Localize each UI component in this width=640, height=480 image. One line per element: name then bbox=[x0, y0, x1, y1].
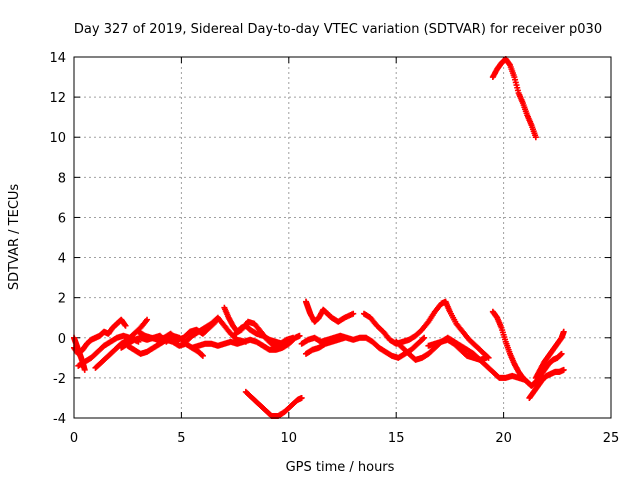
x-tick-label: 20 bbox=[495, 431, 512, 446]
y-tick-label: 8 bbox=[58, 171, 66, 186]
x-tick-label: 0 bbox=[70, 431, 78, 446]
data-point bbox=[212, 318, 219, 325]
data-point bbox=[560, 328, 567, 335]
x-axis-label: GPS time / hours bbox=[286, 460, 395, 475]
data-point bbox=[122, 322, 129, 329]
plot-frame bbox=[73, 56, 612, 419]
x-tick-label: 15 bbox=[388, 431, 405, 446]
data-point bbox=[199, 352, 206, 359]
y-tick-label: 6 bbox=[58, 211, 66, 226]
series-arc-02 bbox=[75, 332, 142, 369]
axis-ticks: 0 5 10 15 20 25 -4 -2 0 2 4 6 8 10 12 14 bbox=[49, 51, 619, 446]
data-point bbox=[144, 316, 151, 323]
series-arc-19 bbox=[526, 366, 567, 401]
y-tick-label: 4 bbox=[58, 252, 66, 267]
y-tick-label: 12 bbox=[49, 91, 66, 106]
data-point bbox=[420, 335, 427, 342]
y-tick-label: 10 bbox=[49, 131, 66, 146]
series-arc-11 bbox=[242, 388, 305, 419]
x-tick-label: 25 bbox=[603, 431, 620, 446]
chart-title: Day 327 of 2019, Sidereal Day-to-day VTE… bbox=[74, 22, 602, 37]
series-arc-10 bbox=[232, 318, 297, 349]
x-tick-label: 5 bbox=[177, 431, 185, 446]
data-point bbox=[290, 334, 297, 341]
data-points bbox=[71, 56, 567, 419]
data-point bbox=[558, 350, 565, 357]
y-tick-label: -4 bbox=[53, 412, 66, 427]
series-arc-12 bbox=[302, 298, 357, 325]
data-point bbox=[532, 134, 539, 141]
data-point bbox=[211, 319, 218, 326]
data-point bbox=[350, 310, 357, 317]
grid-lines bbox=[74, 57, 611, 418]
y-tick-label: -2 bbox=[53, 372, 66, 387]
series-arc-07 bbox=[135, 318, 219, 343]
y-axis-label: SDTVAR / TECUs bbox=[7, 184, 22, 291]
y-tick-label: 0 bbox=[58, 332, 66, 347]
data-point bbox=[483, 354, 490, 361]
x-tick-label: 10 bbox=[281, 431, 298, 446]
series-arc-18 bbox=[489, 308, 565, 389]
y-tick-label: 14 bbox=[49, 51, 66, 66]
data-point bbox=[341, 334, 348, 341]
series-arc-08 bbox=[189, 332, 303, 353]
data-point bbox=[560, 366, 567, 373]
series-arc-20 bbox=[532, 328, 567, 381]
data-point bbox=[298, 394, 305, 401]
y-tick-label: 2 bbox=[58, 292, 66, 307]
series-arc-21 bbox=[489, 56, 539, 141]
data-point bbox=[81, 366, 88, 373]
series-arc-14 bbox=[302, 334, 348, 357]
series-arc-06 bbox=[124, 336, 206, 359]
data-point bbox=[296, 332, 303, 339]
data-point bbox=[421, 334, 428, 341]
